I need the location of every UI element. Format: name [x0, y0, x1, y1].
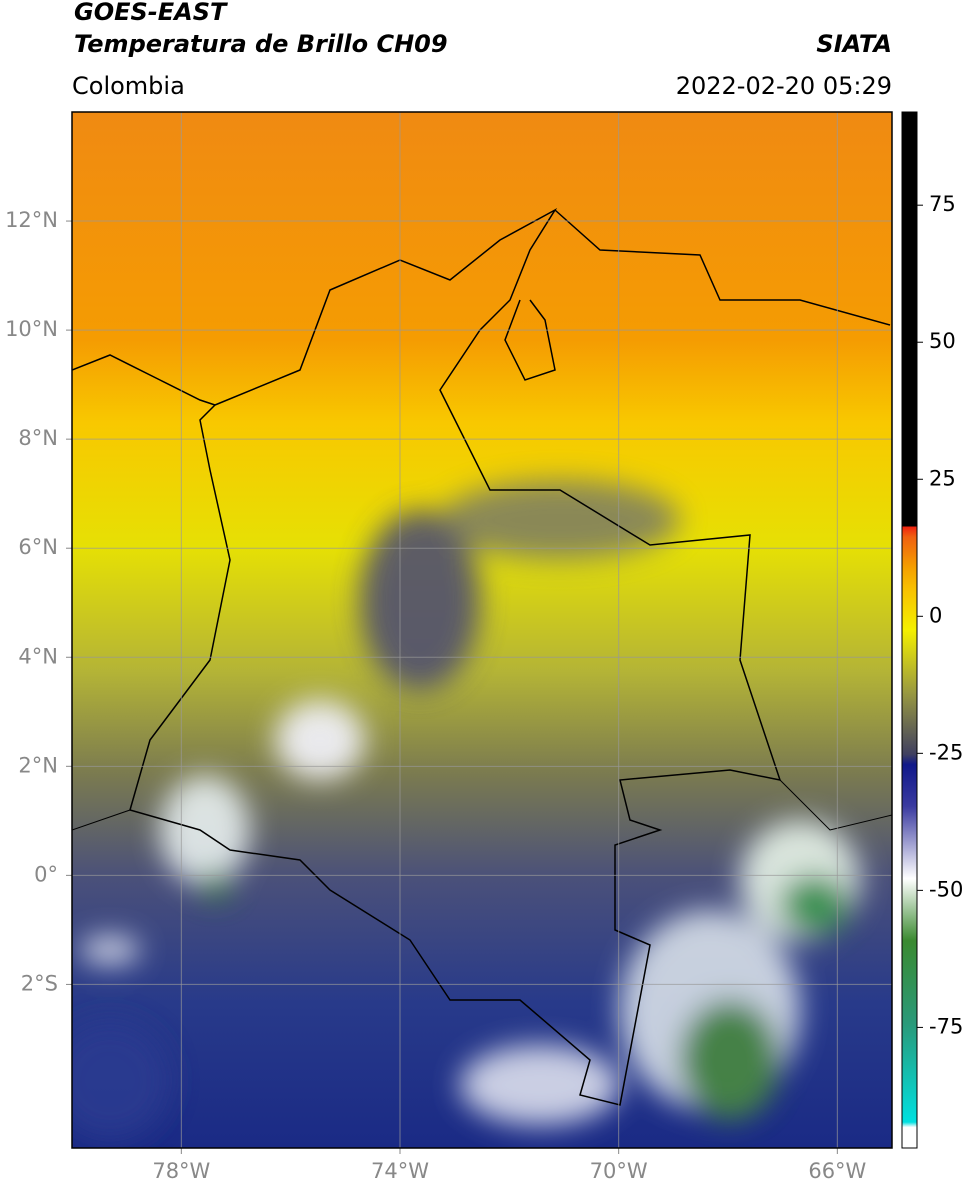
y-tick-label: 2°S: [21, 971, 58, 995]
y-tick-label: 0°: [34, 862, 58, 886]
x-tick-label: 78°W: [152, 1159, 210, 1183]
y-tick-label: 6°N: [18, 535, 58, 559]
colorbar: [901, 111, 918, 1149]
region: Colombia: [72, 72, 185, 100]
colorbar-tick-label: -25: [929, 740, 963, 764]
colorbar-tick-label: 75: [929, 192, 956, 216]
title: GOES-EAST: [74, 0, 228, 26]
map-frame: [71, 111, 893, 1149]
colorbar-tick-label: 25: [929, 466, 956, 490]
y-tick-label: 10°N: [5, 317, 58, 341]
map-field: [72, 112, 892, 1148]
y-tick-label: 2°N: [18, 753, 58, 777]
y-tick-label: 12°N: [5, 208, 58, 232]
y-tick-label: 8°N: [18, 426, 58, 450]
colorbar-tick-label: -50: [929, 877, 963, 901]
source: SIATA: [816, 30, 892, 58]
subtitle: Temperatura de Brillo CH09: [74, 30, 448, 58]
colorbar-tick-label: 0: [929, 603, 942, 627]
x-tick-label: 70°W: [590, 1159, 648, 1183]
x-tick-label: 66°W: [808, 1159, 866, 1183]
y-tick-label: 4°N: [18, 644, 58, 668]
axes: 78°W 74°W 70°W 66°W 2°S 0° 2°N 4°N 6°N 8°N 10°N 12°…: [5, 112, 892, 1183]
colorbar-tick-label: 50: [929, 329, 956, 353]
colorbar-tick-label: -75: [929, 1014, 963, 1038]
x-tick-label: 74°W: [371, 1159, 429, 1183]
datetime: 2022-02-20 05:29: [676, 72, 892, 100]
